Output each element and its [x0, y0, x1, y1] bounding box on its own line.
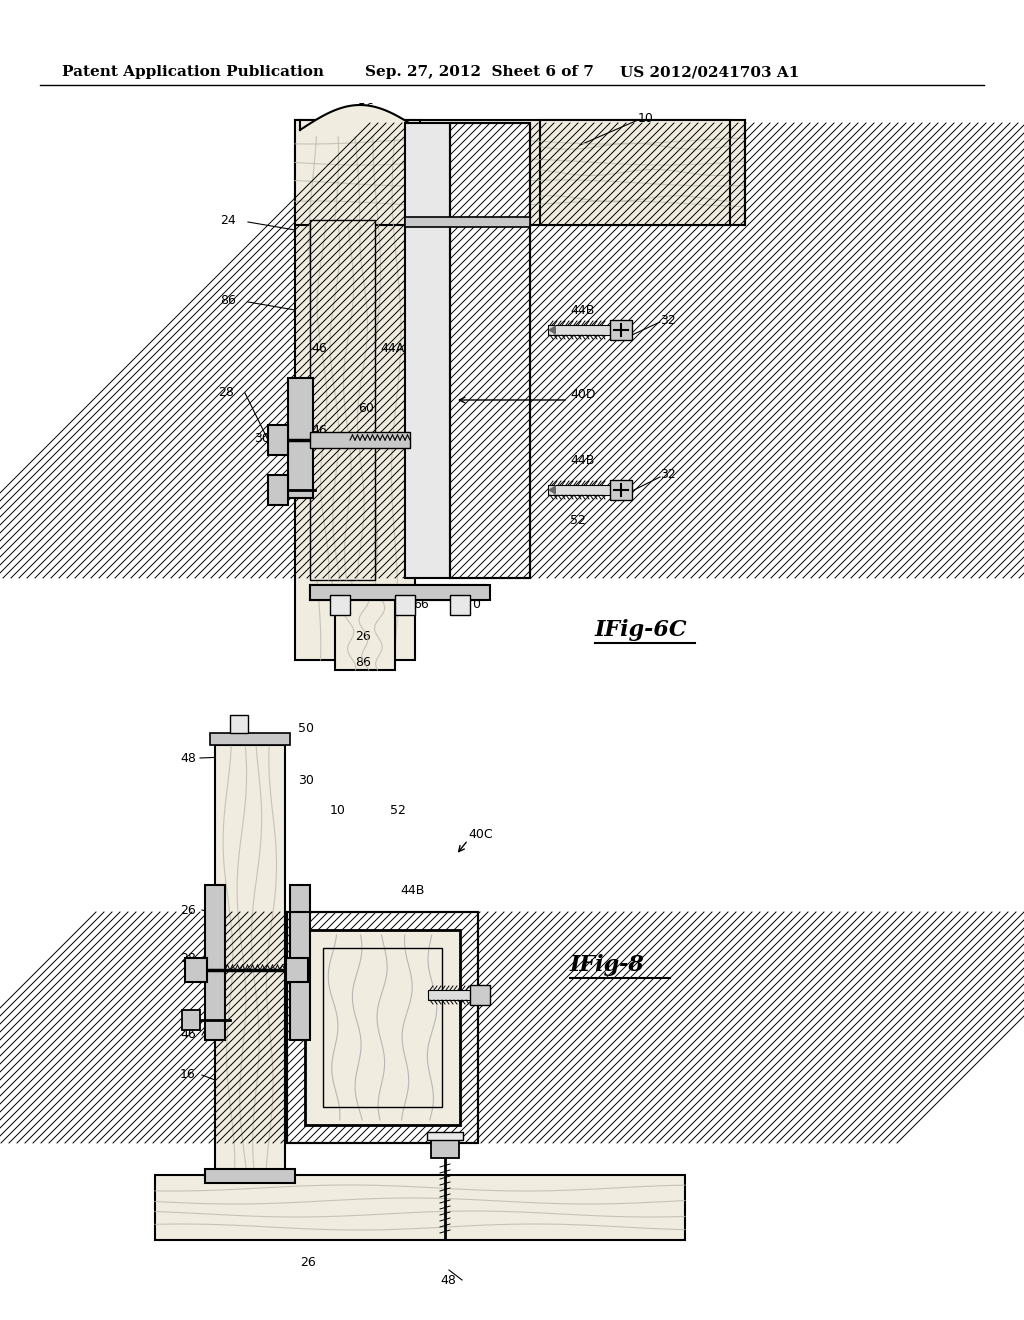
Text: Sep. 27, 2012  Sheet 6 of 7: Sep. 27, 2012 Sheet 6 of 7 — [365, 65, 594, 79]
Text: 44A: 44A — [319, 933, 344, 946]
Bar — [230, 715, 248, 733]
Text: 32: 32 — [400, 957, 416, 969]
Bar — [470, 985, 490, 1005]
Text: 46: 46 — [180, 1028, 196, 1041]
Bar — [268, 425, 288, 455]
Text: 46: 46 — [311, 424, 327, 437]
Text: 16: 16 — [180, 1068, 196, 1081]
Text: 40C: 40C — [468, 829, 493, 842]
Text: 60: 60 — [358, 401, 374, 414]
Text: 44B: 44B — [570, 454, 594, 466]
Bar — [406, 123, 450, 578]
Text: 70: 70 — [465, 598, 481, 611]
Text: 30: 30 — [254, 432, 270, 445]
Text: Patent Application Publication: Patent Application Publication — [62, 65, 324, 79]
Bar — [310, 432, 410, 447]
Text: 24: 24 — [220, 214, 236, 227]
Bar — [428, 990, 478, 1001]
Bar — [287, 912, 478, 1143]
Bar — [427, 1133, 463, 1140]
Text: 28: 28 — [180, 952, 196, 965]
Bar — [205, 884, 225, 1040]
Bar — [450, 595, 470, 615]
Text: 88: 88 — [433, 342, 449, 355]
Text: 30: 30 — [290, 1003, 306, 1016]
Text: 44A: 44A — [380, 342, 404, 355]
Text: 44B: 44B — [400, 883, 424, 896]
Text: 32: 32 — [660, 469, 676, 482]
Bar — [205, 1170, 295, 1183]
Bar — [548, 325, 611, 335]
Bar — [310, 220, 375, 579]
Bar — [182, 1010, 200, 1030]
Text: 30: 30 — [298, 774, 314, 787]
Polygon shape — [548, 325, 556, 335]
Bar — [395, 595, 415, 615]
Bar — [295, 120, 745, 224]
Bar — [548, 484, 611, 495]
Text: 48: 48 — [180, 751, 196, 764]
Text: US 2012/0241703 A1: US 2012/0241703 A1 — [620, 65, 800, 79]
Text: 44B: 44B — [570, 304, 594, 317]
Bar — [155, 1175, 685, 1239]
Bar — [406, 216, 530, 227]
Bar — [540, 120, 730, 224]
Bar — [215, 744, 285, 1175]
Text: 26: 26 — [355, 631, 371, 644]
Text: 10: 10 — [330, 804, 346, 817]
Polygon shape — [548, 484, 556, 495]
Text: 50: 50 — [298, 722, 314, 735]
Text: 32: 32 — [660, 314, 676, 326]
Bar — [288, 378, 313, 498]
Text: 26: 26 — [180, 903, 196, 916]
Bar — [335, 590, 395, 671]
Bar — [210, 733, 290, 744]
Text: 48: 48 — [440, 1274, 456, 1287]
Bar — [323, 948, 442, 1107]
Bar — [287, 912, 478, 1143]
Bar — [185, 958, 207, 982]
Bar — [450, 123, 530, 578]
Text: 50: 50 — [455, 998, 471, 1011]
Bar — [310, 585, 485, 601]
Text: 70: 70 — [335, 598, 351, 611]
Text: IFig-6C: IFig-6C — [595, 619, 688, 642]
Text: 52: 52 — [570, 513, 586, 527]
Text: 28: 28 — [218, 387, 233, 400]
Bar — [287, 912, 478, 1143]
Bar — [431, 1140, 459, 1158]
Text: 86: 86 — [220, 293, 236, 306]
Text: 52: 52 — [390, 804, 406, 817]
Text: IFig-8: IFig-8 — [570, 954, 645, 975]
Bar — [610, 319, 632, 341]
Bar — [305, 931, 460, 1125]
Text: 40D: 40D — [570, 388, 596, 401]
Text: 10: 10 — [638, 111, 654, 124]
Bar — [610, 480, 632, 500]
Bar — [450, 123, 530, 578]
Text: 86: 86 — [355, 656, 371, 669]
Text: 56: 56 — [358, 102, 374, 115]
Text: 26: 26 — [300, 1255, 315, 1269]
Bar — [286, 958, 308, 982]
Bar — [290, 884, 310, 1040]
Bar — [295, 120, 415, 660]
Bar — [450, 123, 530, 578]
Bar — [310, 585, 490, 601]
Bar — [268, 475, 288, 506]
Text: 66: 66 — [413, 598, 429, 611]
Text: 18: 18 — [310, 974, 326, 986]
Bar — [330, 595, 350, 615]
Text: 46: 46 — [311, 342, 327, 355]
